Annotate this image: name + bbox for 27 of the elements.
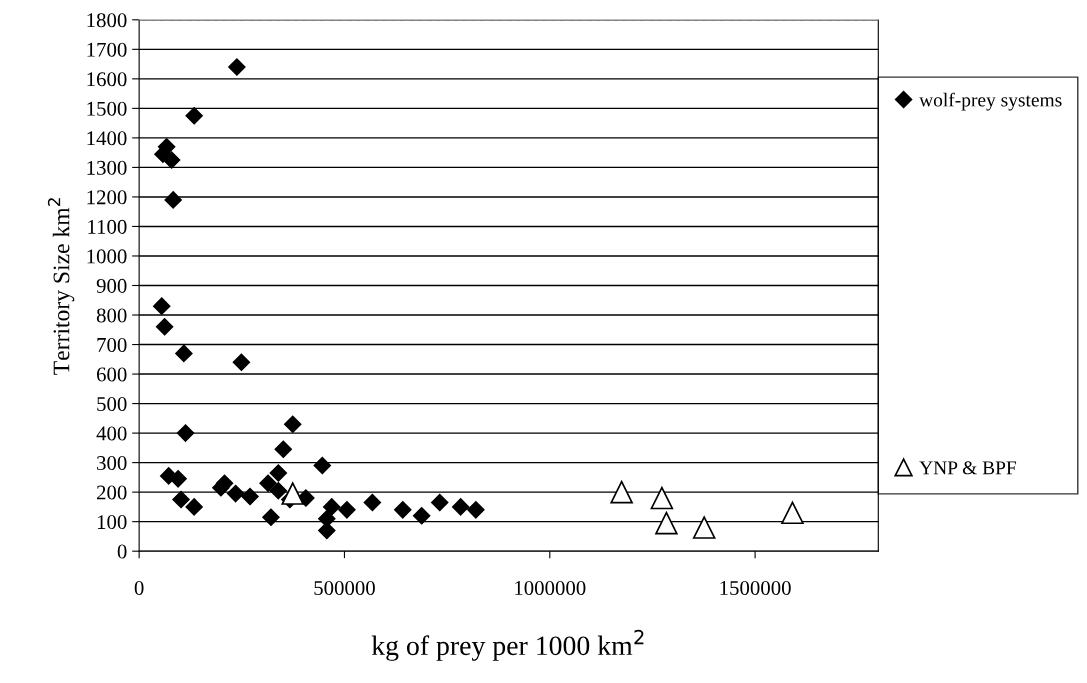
y-tick-label: 1500 xyxy=(87,101,127,116)
x-tick-label: 1000000 xyxy=(515,580,586,596)
y-tick-label: 1400 xyxy=(87,131,127,146)
y-tick-label: 900 xyxy=(96,278,127,293)
y-tick-label: 300 xyxy=(97,455,127,471)
y-tick-label: 0 xyxy=(117,544,127,559)
legend-label: YNP & BPF xyxy=(919,461,1017,475)
y-tick-label: 1200 xyxy=(87,190,127,205)
y-tick-label: 1000 xyxy=(87,249,127,264)
legend-label: wolf-prey systems xyxy=(919,92,1062,111)
y-tick-label: 200 xyxy=(97,485,127,500)
y-tick-label: 1300 xyxy=(87,160,127,175)
y-tick-label: 1800 xyxy=(87,13,127,28)
y-tick-label: 1700 xyxy=(87,42,127,57)
y-axis-title: Territory Size km$^{2}$ xyxy=(47,198,75,375)
y-tick-label: 500 xyxy=(97,396,127,412)
x-tick-label: 500000 xyxy=(314,580,375,596)
y-tick-label: 400 xyxy=(96,426,127,441)
x-tick-label: 1500000 xyxy=(720,580,791,596)
x-tick-label: 0 xyxy=(134,580,144,596)
y-tick-label: 1600 xyxy=(87,72,127,87)
x-axis-title: kg of prey per 1000 km$^{2}$ xyxy=(371,629,644,661)
y-tick-label: 800 xyxy=(96,308,127,323)
y-tick-label: 100 xyxy=(97,515,127,530)
y-tick-label: 700 xyxy=(97,337,127,352)
y-tick-label: 1100 xyxy=(88,219,127,234)
y-tick-label: 600 xyxy=(96,367,127,382)
